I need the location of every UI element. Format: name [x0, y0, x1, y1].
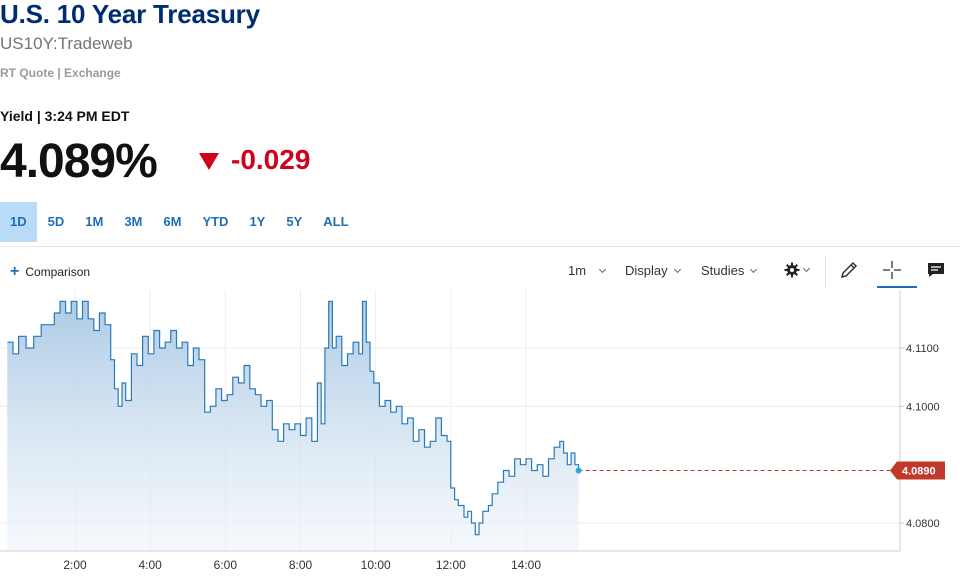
page-title: U.S. 10 Year Treasury [0, 0, 260, 29]
display-dropdown[interactable]: Display [625, 263, 681, 278]
range-tab-1m[interactable]: 1M [85, 214, 104, 229]
interval-label: 1m [568, 263, 587, 278]
plus-icon: + [10, 263, 20, 280]
studies-label: Studies [701, 263, 745, 278]
quote-type-label: RT Quote | Exchange [0, 66, 121, 80]
last-value-badge-shape [890, 461, 945, 480]
x-tick-label-2: 6:00 [214, 558, 238, 572]
x-axis: 2:00 4:00 6:00 8:00 10:00 12:00 14:00 [0, 550, 900, 572]
studies-dropdown[interactable]: Studies [701, 263, 758, 278]
chevron-down-icon [802, 264, 811, 273]
y-axis: 4.0800 4.1000 4.1100 [899, 290, 940, 551]
settings-dropdown[interactable] [784, 262, 811, 278]
current-yield: 4.089% [0, 135, 158, 188]
range-tab-all[interactable]: ALL [323, 214, 349, 229]
x-tick-label-3: 8:00 [289, 558, 313, 572]
range-tab-ytd[interactable]: YTD [202, 214, 229, 229]
range-tab-5y[interactable]: 5Y [286, 214, 303, 229]
chevron-down-icon [673, 265, 681, 273]
comparison-label: Comparison [25, 265, 91, 279]
x-tick-label-5: 12:00 [436, 558, 466, 572]
last-value-badge: 4.0890 [890, 461, 945, 480]
x-tick-label-6: 14:00 [511, 558, 541, 572]
range-tab-1y[interactable]: 1Y [249, 214, 266, 229]
last-value-label: 4.0890 [902, 466, 936, 478]
y-tick-label-0: 4.0800 [906, 518, 940, 530]
y-tick-label-2: 4.1100 [906, 343, 939, 355]
toolbar-divider [0, 246, 960, 247]
range-tab-1d[interactable]: 1D [0, 202, 37, 242]
gear-icon [784, 262, 800, 278]
crosshair-active-indicator [877, 286, 917, 288]
symbol-subtitle: US10Y:Tradeweb [0, 34, 133, 53]
toolbar-separator [825, 256, 826, 288]
range-tab-6m[interactable]: 6M [163, 214, 182, 229]
pencil-icon[interactable] [838, 258, 862, 282]
comparison-button[interactable]: + Comparison [10, 263, 91, 280]
range-tab-3m[interactable]: 3M [124, 214, 143, 229]
x-tick-label-4: 10:00 [361, 558, 391, 572]
yield-area [7, 301, 579, 551]
display-label: Display [625, 263, 668, 278]
range-tab-5d[interactable]: 5D [47, 214, 65, 229]
yield-change: -0.029 [199, 144, 310, 176]
interval-dropdown[interactable]: 1m [568, 263, 607, 278]
chevron-down-icon [750, 265, 758, 273]
x-tick-label-1: 4:00 [138, 558, 162, 572]
yield-chart[interactable]: 4.0800 4.1000 4.1100 2:00 4:00 6:00 8:00 10:00… [0, 290, 960, 582]
down-arrow-icon [199, 152, 219, 170]
yield-time-label: Yield | 3:24 PM EDT [0, 108, 130, 124]
y-tick-label-1: 4.1000 [906, 401, 940, 413]
x-tick-label-0: 2:00 [63, 558, 87, 572]
yield-line [7, 300, 580, 536]
time-range-selector: 1D 5D 1M 3M 6M YTD 1Y 5Y ALL [0, 202, 360, 242]
crosshair-icon[interactable] [880, 258, 904, 282]
comment-icon[interactable] [924, 258, 948, 282]
yield-change-value: -0.029 [231, 144, 311, 175]
chevron-down-icon [599, 265, 607, 273]
last-value-point [575, 467, 582, 474]
